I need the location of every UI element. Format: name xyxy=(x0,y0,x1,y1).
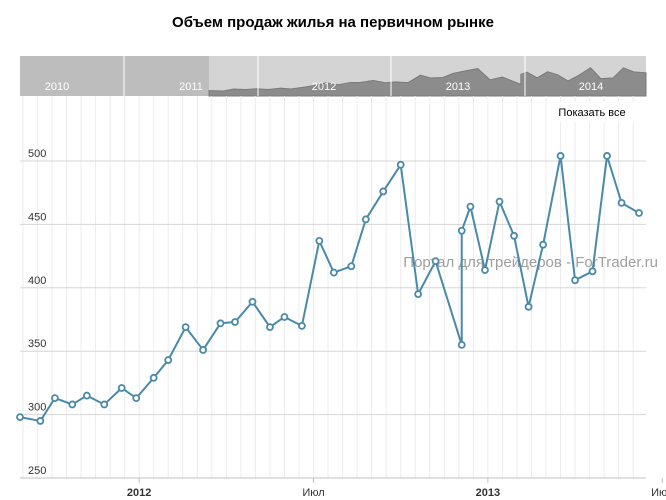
data-point xyxy=(396,160,405,169)
x-tick-label: 2013 xyxy=(476,487,500,499)
y-tick-label: 500 xyxy=(28,148,46,160)
data-point xyxy=(414,290,423,299)
data-point xyxy=(617,198,626,207)
y-tick-label: 300 xyxy=(28,402,46,414)
show-all-button-bg[interactable] xyxy=(550,102,636,122)
y-tick-label: 400 xyxy=(28,275,46,287)
data-point xyxy=(603,152,611,160)
data-point xyxy=(361,215,370,224)
data-point xyxy=(36,417,45,425)
data-point xyxy=(231,318,239,326)
data-point xyxy=(495,197,504,206)
data-point xyxy=(539,240,547,249)
data-point xyxy=(588,267,597,276)
data-point xyxy=(457,340,466,349)
navigator-year-label: 2014 xyxy=(579,81,603,93)
navigator-series-area xyxy=(208,67,647,97)
data-point xyxy=(379,187,388,196)
data-point xyxy=(510,231,518,240)
navigator-year-label: 2012 xyxy=(312,81,336,93)
data-point xyxy=(164,356,173,364)
data-point xyxy=(132,394,141,403)
data-point xyxy=(117,384,126,392)
show-all-button[interactable]: Показать все xyxy=(550,102,636,122)
x-tick-label: Июл xyxy=(302,487,324,499)
data-point xyxy=(457,226,466,235)
data-point xyxy=(466,202,475,211)
data-point xyxy=(149,373,158,382)
data-point xyxy=(280,313,289,321)
x-tick-label: Июл xyxy=(651,487,666,499)
data-point xyxy=(481,266,489,274)
data-point xyxy=(266,323,274,332)
data-point xyxy=(329,268,338,277)
data-point xyxy=(315,236,324,245)
data-point xyxy=(50,394,59,403)
range-navigator[interactable]: 2010 2011 2012 2013 2014 xyxy=(20,56,647,97)
series-line xyxy=(19,154,640,422)
navigator-year-label: 2011 xyxy=(179,81,203,93)
navigator-year-label: 2010 xyxy=(45,81,69,93)
y-tick-label: 350 xyxy=(28,338,46,350)
data-point xyxy=(431,257,440,266)
data-point xyxy=(556,152,565,160)
data-point xyxy=(216,319,225,328)
show-all-label[interactable]: Показать все xyxy=(558,107,625,119)
data-point xyxy=(16,413,24,422)
data-point xyxy=(199,346,207,354)
x-axis: 2012Июл2013Июл2014Июл xyxy=(127,478,666,499)
data-point xyxy=(68,400,77,409)
data-point xyxy=(82,391,91,400)
data-point xyxy=(181,323,190,332)
chart-title: Объем продаж жилья на первичном рынке xyxy=(172,14,494,31)
y-axis: 250 300 350 400 450 500 xyxy=(28,148,46,477)
data-point xyxy=(571,276,579,285)
watermark: Портал для трейдеров - ForTrader.ru xyxy=(403,254,658,271)
data-point xyxy=(100,400,109,409)
data-point xyxy=(347,262,356,271)
y-tick-label: 250 xyxy=(28,465,46,477)
x-tick-label: 2012 xyxy=(127,487,151,499)
y-tick-label: 450 xyxy=(28,211,46,223)
grid xyxy=(20,96,646,479)
data-point xyxy=(524,302,533,311)
series-layer xyxy=(16,152,643,425)
data-point xyxy=(635,209,643,217)
navigator-year-label: 2013 xyxy=(446,81,470,93)
data-point xyxy=(297,321,306,330)
data-point xyxy=(248,297,257,306)
